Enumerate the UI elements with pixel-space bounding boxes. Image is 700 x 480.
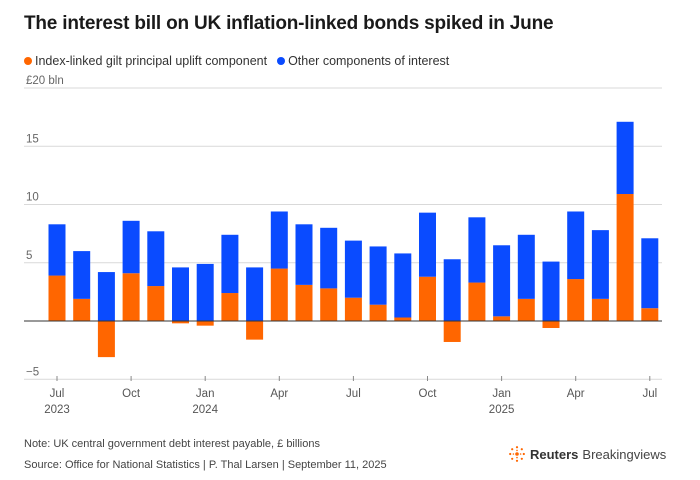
bar-other [320, 227, 338, 289]
x-tick-year-label: 2024 [192, 404, 218, 416]
bar-uplift [394, 317, 412, 321]
bar-uplift [517, 298, 535, 321]
x-tick-label: Jan [492, 388, 511, 400]
bar-other [270, 211, 288, 269]
bar-uplift [369, 304, 387, 321]
y-tick-label: 15 [26, 133, 39, 145]
y-tick-label: −5 [26, 366, 39, 378]
legend: Index-linked gilt principal uplift compo… [24, 54, 449, 68]
x-tick-label: Jul [346, 388, 361, 400]
brand-logo: Reuters Breakingviews [508, 445, 666, 463]
bar-other [369, 246, 387, 305]
brand-name-light: Breakingviews [582, 446, 667, 462]
bar-uplift [270, 268, 288, 321]
bar-other [196, 263, 214, 321]
bar-uplift [221, 293, 239, 321]
bar-uplift [320, 288, 338, 321]
x-tick-label: Jan [196, 388, 215, 400]
bar-uplift [196, 321, 214, 326]
bar-other [567, 211, 585, 280]
x-tick-year-label: 2023 [44, 404, 70, 416]
bar-uplift [48, 275, 66, 321]
x-tick-label: Apr [270, 388, 288, 400]
bar-other [344, 240, 362, 298]
bar-uplift [246, 321, 264, 340]
chart-title: The interest bill on UK inflation-linked… [24, 13, 554, 34]
bar-other [468, 217, 486, 283]
bar-uplift [641, 308, 659, 321]
x-tick-label: Jul [642, 388, 657, 400]
bar-other [295, 224, 313, 285]
bar-other [246, 267, 264, 321]
x-tick-label: Oct [419, 388, 438, 400]
bar-uplift [542, 321, 560, 328]
bar-other [394, 253, 412, 318]
bar-other [122, 220, 140, 274]
legend-label-other: Other components of interest [288, 54, 450, 68]
y-tick-label: 5 [26, 250, 32, 262]
legend-item-uplift: Index-linked gilt principal uplift compo… [24, 54, 267, 68]
legend-swatch-uplift [24, 57, 32, 65]
bar-chart: £20 bln 15 10 5 −5 Jul 2023 Oct Jan 2024 Apr Jul Oct… [24, 75, 662, 416]
legend-item-other: Other components of interest [277, 54, 449, 68]
bar-other [48, 224, 66, 276]
bar-uplift [295, 284, 313, 321]
bar-uplift [147, 286, 165, 321]
bar-other [493, 245, 511, 317]
x-tick-label: Oct [122, 388, 141, 400]
x-tick-label: Jul [50, 388, 65, 400]
bar-other [616, 121, 634, 195]
bar-uplift [567, 279, 585, 321]
x-tick-year-label: 2025 [489, 404, 515, 416]
bar-other [147, 231, 165, 287]
bar-uplift [591, 298, 609, 321]
bar-other [517, 234, 535, 299]
bar-other [419, 212, 436, 277]
bar-other [443, 259, 461, 321]
bar-uplift [73, 298, 91, 321]
y-tick-label: 10 [26, 192, 39, 204]
x-tick-label: Apr [567, 388, 585, 400]
bar-other [97, 272, 115, 321]
bar-other [641, 238, 659, 309]
bar-uplift [344, 297, 362, 321]
source-line: Source: Office for National Statistics |… [24, 459, 387, 471]
legend-label-uplift: Index-linked gilt principal uplift compo… [35, 54, 268, 68]
y-tick-label: £20 bln [26, 75, 64, 87]
bar-uplift [419, 276, 436, 321]
bar-other [73, 251, 91, 299]
legend-swatch-other [277, 57, 286, 65]
bar-uplift [122, 273, 140, 321]
bar-other [221, 234, 239, 294]
bar-other [542, 261, 560, 321]
bar-other [591, 230, 609, 299]
brand-name-bold: Reuters [530, 446, 579, 462]
bar-uplift [468, 282, 486, 321]
bar-other [172, 267, 189, 321]
bar-uplift [616, 194, 634, 321]
bar-uplift [97, 321, 115, 358]
bar-uplift [493, 316, 511, 321]
reuters-logo-icon [509, 446, 525, 462]
bar-uplift [443, 321, 461, 342]
footnote: Note: UK central government debt interes… [24, 438, 320, 450]
bar-uplift [172, 321, 189, 324]
